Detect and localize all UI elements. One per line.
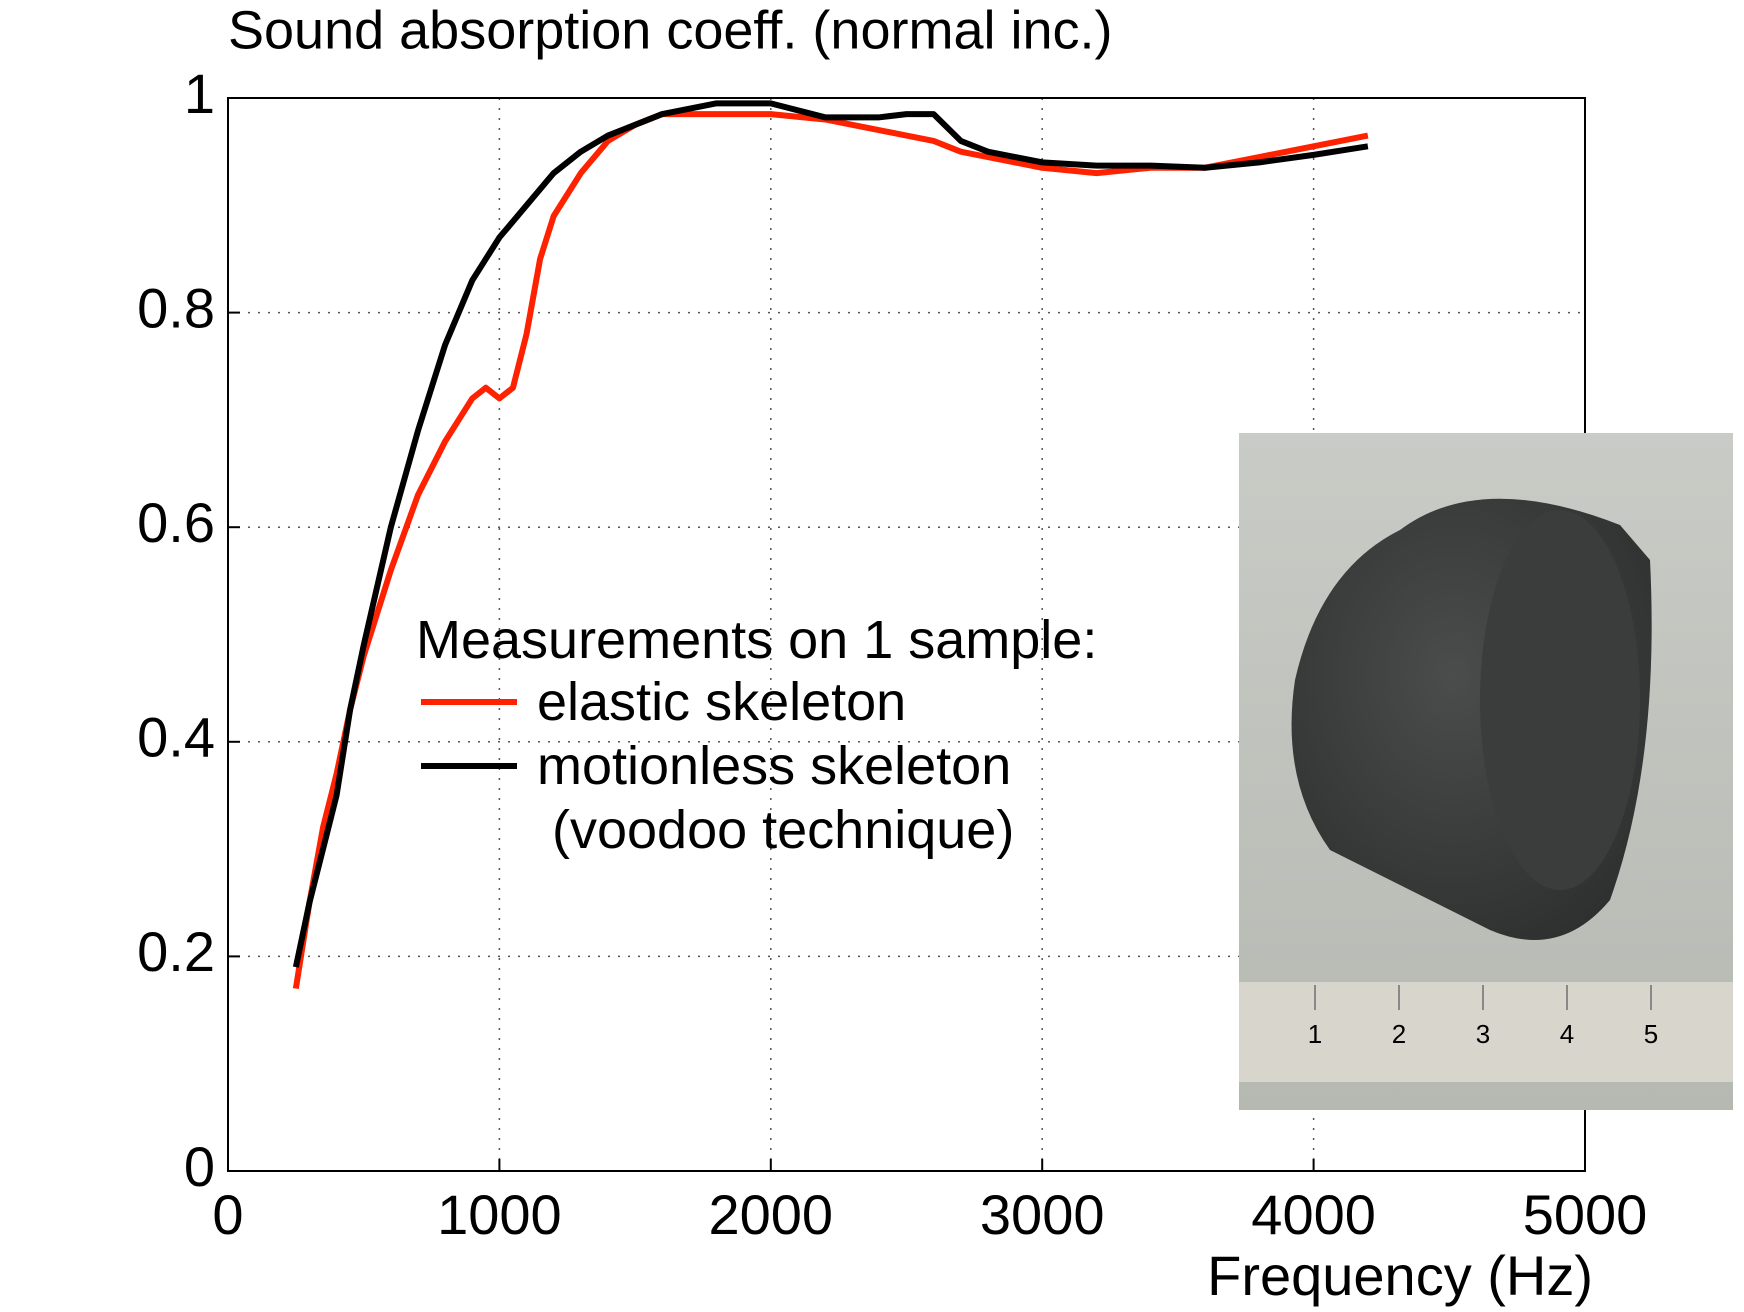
legend-label: elastic skeleton (537, 672, 907, 732)
legend-label: motionless skeleton (voodoo technique) (537, 736, 1015, 860)
y-tick-label: 1 (184, 62, 215, 125)
ruler-label: 3 (1476, 1019, 1490, 1049)
y-tick-label: 0 (184, 1135, 215, 1198)
ruler-label: 4 (1560, 1019, 1574, 1049)
x-tick-label: 1000 (437, 1183, 562, 1246)
ruler-label: 5 (1644, 1019, 1658, 1049)
ruler-label: 1 (1308, 1019, 1322, 1049)
x-axis-label: Frequency (Hz) (1207, 1244, 1593, 1307)
foam-face (1480, 510, 1640, 890)
x-tick-label: 5000 (1523, 1183, 1648, 1246)
x-tick-label: 4000 (1251, 1183, 1376, 1246)
chart-title: Sound absorption coeff. (normal inc.) (228, 0, 1113, 60)
y-tick-label: 0.8 (137, 276, 215, 339)
x-tick-label: 2000 (709, 1183, 834, 1246)
data-line (292, 100, 1369, 968)
y-tick-label: 0.2 (137, 920, 215, 983)
photo-inset: 1 2 3 4 5 (1239, 433, 1733, 1110)
data-line (292, 111, 1369, 990)
x-tick-label: 0 (212, 1183, 243, 1246)
y-tick-label: 0.4 (137, 706, 215, 769)
legend-title: Measurements on 1 sample: (416, 610, 1098, 670)
x-tick-label: 3000 (980, 1183, 1105, 1246)
y-tick-label: 0.6 (137, 491, 215, 554)
ruler-label: 2 (1392, 1019, 1406, 1049)
